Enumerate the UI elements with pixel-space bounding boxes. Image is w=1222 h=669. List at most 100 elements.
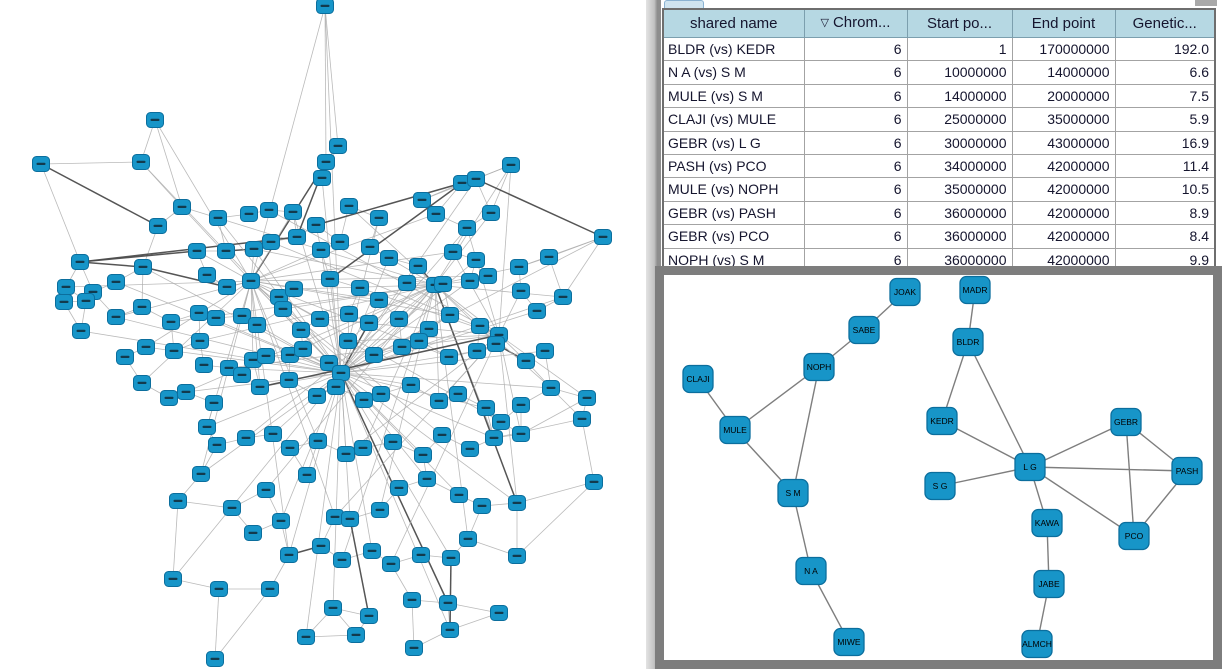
graph-node[interactable]: [297, 629, 315, 645]
graph-node[interactable]: [248, 317, 266, 333]
graph-node[interactable]: [245, 241, 263, 257]
graph-node[interactable]: [361, 239, 379, 255]
graph-node-jabe[interactable]: JABE: [1033, 569, 1065, 599]
node-shape[interactable]: [1014, 452, 1046, 482]
node-shape[interactable]: [1118, 521, 1150, 551]
table-cell[interactable]: 6: [804, 130, 908, 155]
graph-node-madr[interactable]: MADR: [959, 275, 991, 305]
table-cell[interactable]: 42000000: [1012, 224, 1116, 249]
graph-node[interactable]: [390, 311, 408, 327]
graph-node[interactable]: [439, 595, 457, 611]
graph-node[interactable]: [244, 525, 262, 541]
table-cell[interactable]: 192.0: [1115, 36, 1216, 61]
node-shape[interactable]: [777, 478, 809, 508]
graph-node[interactable]: [308, 388, 326, 404]
graph-node[interactable]: [198, 267, 216, 283]
node-shape[interactable]: [719, 415, 751, 445]
table-cell[interactable]: 1: [907, 36, 1013, 61]
graph-node[interactable]: [191, 333, 209, 349]
graph-node[interactable]: [107, 274, 125, 290]
graph-node-claji[interactable]: CLAJI: [682, 364, 714, 394]
graph-node[interactable]: [354, 440, 372, 456]
graph-node[interactable]: [434, 276, 452, 292]
table-cell[interactable]: 36000000: [907, 200, 1013, 225]
graph-node[interactable]: [331, 234, 349, 250]
graph-node[interactable]: [251, 379, 269, 395]
graph-node[interactable]: [337, 446, 355, 462]
graph-node[interactable]: [458, 220, 476, 236]
graph-node[interactable]: [371, 502, 389, 518]
graph-node-kawa[interactable]: KAWA: [1031, 508, 1063, 538]
table-cell[interactable]: 6: [804, 36, 908, 61]
graph-node[interactable]: [311, 311, 329, 327]
node-shape[interactable]: [924, 471, 956, 501]
graph-node[interactable]: [512, 283, 530, 299]
graph-node[interactable]: [441, 622, 459, 638]
graph-node[interactable]: [210, 581, 228, 597]
graph-node[interactable]: [467, 171, 485, 187]
graph-node[interactable]: [321, 271, 339, 287]
table-cell[interactable]: 14000000: [1012, 60, 1116, 85]
table-cell[interactable]: 35000000: [1012, 107, 1116, 132]
table-cell[interactable]: 5.9: [1115, 107, 1216, 132]
graph-node[interactable]: [240, 206, 258, 222]
node-shape[interactable]: [959, 275, 991, 305]
graph-node[interactable]: [260, 202, 278, 218]
graph-node[interactable]: [360, 608, 378, 624]
graph-node[interactable]: [160, 390, 178, 406]
graph-node[interactable]: [441, 307, 459, 323]
graph-node[interactable]: [208, 437, 226, 453]
node-shape[interactable]: [795, 556, 827, 586]
graph-node[interactable]: [440, 349, 458, 365]
graph-node[interactable]: [450, 487, 468, 503]
table-cell[interactable]: 8.4: [1115, 224, 1216, 249]
table-row[interactable]: PASH (vs) PCO 6 34000000 42000000 11.4: [663, 154, 1216, 178]
table-cell[interactable]: 170000000: [1012, 36, 1116, 61]
graph-node[interactable]: [205, 395, 223, 411]
graph-node[interactable]: [467, 252, 485, 268]
node-shape[interactable]: [926, 406, 958, 436]
graph-node[interactable]: [459, 531, 477, 547]
graph-node[interactable]: [585, 474, 603, 490]
table-cell[interactable]: 6: [804, 83, 908, 108]
graph-node[interactable]: [482, 205, 500, 221]
graph-node[interactable]: [365, 347, 383, 363]
graph-node[interactable]: [233, 308, 251, 324]
table-cell[interactable]: 20000000: [1012, 83, 1116, 108]
graph-node[interactable]: [164, 571, 182, 587]
graph-node-kedr[interactable]: KEDR: [926, 406, 958, 436]
graph-node[interactable]: [312, 242, 330, 258]
graph-node-miwe[interactable]: MIWE: [833, 627, 865, 657]
table-cell[interactable]: 14000000: [907, 83, 1013, 108]
table-cell[interactable]: 6: [804, 200, 908, 225]
graph-node-sabe[interactable]: SABE: [848, 315, 880, 345]
graph-node[interactable]: [485, 430, 503, 446]
table-row[interactable]: GEBR (vs) PCO 6 36000000 42000000 8.4: [663, 224, 1216, 249]
graph-node[interactable]: [207, 310, 225, 326]
graph-node-almch[interactable]: ALMCH: [1021, 629, 1053, 659]
graph-node[interactable]: [173, 199, 191, 215]
graph-node[interactable]: [274, 301, 292, 317]
table-cell[interactable]: 7.5: [1115, 83, 1216, 108]
node-shape[interactable]: [889, 277, 921, 307]
graph-node[interactable]: [195, 357, 213, 373]
graph-node[interactable]: [517, 353, 535, 369]
graph-node-s-m[interactable]: S M: [777, 478, 809, 508]
table-cell[interactable]: 43000000: [1012, 130, 1116, 155]
graph-node[interactable]: [162, 314, 180, 330]
graph-node[interactable]: [57, 279, 75, 295]
graph-node[interactable]: [132, 154, 150, 170]
node-shape[interactable]: [1110, 407, 1142, 437]
graph-node[interactable]: [398, 275, 416, 291]
table-cell[interactable]: 6.6: [1115, 60, 1216, 85]
graph-node[interactable]: [280, 372, 298, 388]
graph-node[interactable]: [487, 336, 505, 352]
table-cell[interactable]: 25000000: [907, 107, 1013, 132]
graph-node-mule[interactable]: MULE: [719, 415, 751, 445]
node-shape[interactable]: [848, 315, 880, 345]
graph-node[interactable]: [333, 552, 351, 568]
graph-node[interactable]: [528, 303, 546, 319]
graph-node[interactable]: [288, 229, 306, 245]
graph-node[interactable]: [372, 386, 390, 402]
